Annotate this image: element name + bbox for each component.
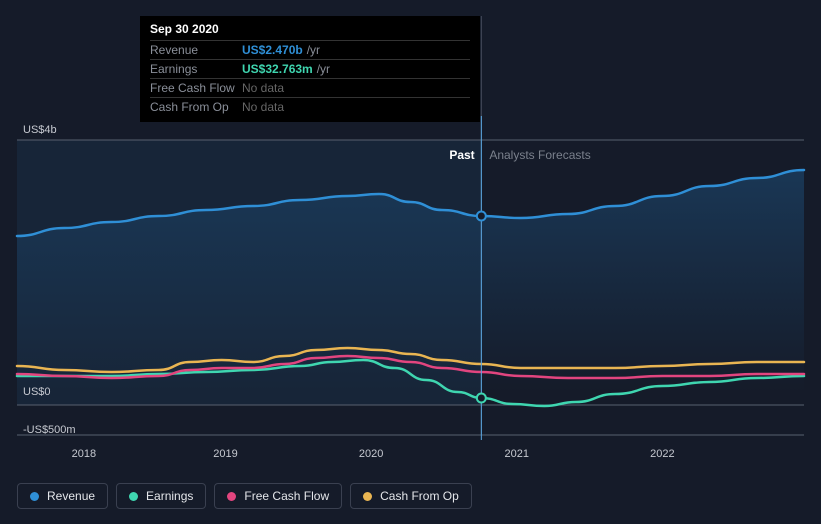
tooltip-row: Free Cash FlowNo data: [150, 78, 470, 97]
legend-swatch: [30, 492, 39, 501]
marker-revenue: [477, 212, 486, 221]
y-tick-label: US$0: [23, 386, 51, 398]
tooltip-row-unit: /yr: [317, 62, 330, 76]
legend-label: Earnings: [146, 489, 193, 503]
chart-tooltip: Sep 30 2020 RevenueUS$2.470b/yrEarningsU…: [140, 16, 480, 122]
legend-swatch: [363, 492, 372, 501]
x-axis-ticks: 2018 2019 2020 2021 2022: [17, 448, 804, 464]
tooltip-row-label: Earnings: [150, 62, 242, 76]
tooltip-row-value: US$32.763m: [242, 62, 313, 76]
marker-earnings: [477, 394, 486, 403]
tooltip-date: Sep 30 2020: [150, 22, 470, 40]
legend-label: Cash From Op: [380, 489, 459, 503]
tooltip-row-nodata: No data: [242, 81, 284, 95]
tooltip-row-value: US$2.470b: [242, 43, 303, 57]
legend-swatch: [227, 492, 236, 501]
x-tick-label: 2018: [72, 448, 96, 460]
legend-item-earnings[interactable]: Earnings: [116, 483, 206, 509]
region-label-past: Past: [449, 148, 474, 162]
legend-label: Free Cash Flow: [244, 489, 329, 503]
legend-swatch: [129, 492, 138, 501]
financials-chart: US$4b US$0 -US$500m Past Analysts Forecasts…: [0, 0, 821, 524]
tooltip-row-label: Cash From Op: [150, 100, 242, 114]
tooltip-row-unit: /yr: [307, 43, 320, 57]
x-tick-label: 2020: [359, 448, 383, 460]
tooltip-row: EarningsUS$32.763m/yr: [150, 59, 470, 78]
x-tick-label: 2019: [213, 448, 237, 460]
chart-legend: Revenue Earnings Free Cash Flow Cash From O…: [17, 483, 472, 509]
tooltip-row-label: Free Cash Flow: [150, 81, 242, 95]
y-tick-label: -US$500m: [23, 424, 76, 436]
legend-item-cfo[interactable]: Cash From Op: [350, 483, 472, 509]
region-label-forecast: Analysts Forecasts: [489, 148, 590, 162]
tooltip-row: Cash From OpNo data: [150, 97, 470, 116]
tooltip-row: RevenueUS$2.470b/yr: [150, 40, 470, 59]
y-tick-label: US$4b: [23, 124, 57, 136]
x-tick-label: 2021: [504, 448, 528, 460]
x-tick-label: 2022: [650, 448, 674, 460]
tooltip-row-label: Revenue: [150, 43, 242, 57]
tooltip-row-nodata: No data: [242, 100, 284, 114]
legend-item-fcf[interactable]: Free Cash Flow: [214, 483, 342, 509]
legend-item-revenue[interactable]: Revenue: [17, 483, 108, 509]
legend-label: Revenue: [47, 489, 95, 503]
